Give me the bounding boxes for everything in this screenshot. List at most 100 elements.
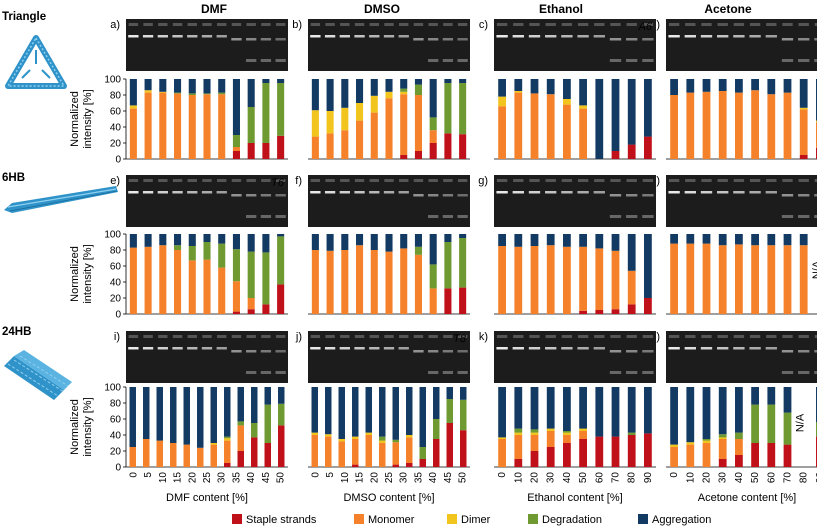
bar-segment-degradation — [237, 421, 244, 426]
gel-well — [668, 179, 680, 182]
gel-band — [626, 38, 638, 41]
bar-segment-monomer — [783, 245, 792, 314]
bar-segment-monomer — [718, 245, 727, 314]
bar-segment-monomer — [325, 436, 332, 467]
gel-background — [308, 19, 470, 71]
y-axis-label: Normalizedintensity [%] — [69, 89, 94, 148]
bar-segment-staple-strands — [530, 451, 539, 467]
gel-well — [275, 23, 286, 26]
bar-segment-aggregation — [579, 79, 587, 106]
gel-well — [626, 23, 637, 26]
gel-band — [765, 35, 777, 38]
gel-image-dmf — [126, 331, 288, 383]
bar-segment-monomer — [546, 431, 555, 447]
bar-segment-degradation — [278, 403, 285, 426]
x-tick-label: 40 — [428, 472, 439, 484]
gel-well — [782, 335, 793, 338]
gel-band-lower — [428, 371, 439, 374]
gel-image-ethanol — [494, 331, 656, 383]
x-tick-label: 45 — [261, 472, 272, 484]
bar-segment-aggregation — [783, 234, 792, 246]
x-tick-label: 80 — [799, 472, 810, 484]
gel-band-lower — [442, 371, 454, 374]
bar-segment-monomer — [718, 91, 727, 159]
bar-segment-monomer — [686, 92, 695, 159]
bar-segment-degradation — [400, 88, 408, 92]
bar-segment-dimer — [385, 91, 393, 99]
bar-segment-monomer — [783, 92, 792, 159]
bar-segment-staple-strands — [799, 155, 808, 159]
gel-background — [126, 331, 288, 383]
x-tick-label: 25 — [384, 472, 395, 484]
gel-band — [733, 191, 745, 194]
panel-letter: l) — [654, 331, 660, 343]
bar-segment-dimer — [563, 99, 571, 105]
gel-band — [201, 35, 213, 38]
bar-segment-degradation — [563, 431, 571, 433]
bar-segment-monomer — [326, 133, 334, 159]
bar-segment-staple-strands — [644, 136, 652, 159]
gel-band-lower — [642, 59, 654, 62]
bar-segment-aggregation — [718, 234, 727, 246]
y-tick-label: 40 — [110, 278, 122, 289]
gel-well — [545, 23, 556, 26]
gel-band — [561, 191, 573, 194]
col-title-dmf: DMF — [201, 2, 227, 16]
gel-band-lower — [814, 215, 817, 218]
gel-band-lower — [275, 215, 286, 218]
gel-band — [246, 350, 257, 353]
panel-letter: g) — [478, 175, 488, 187]
y-axis-label: Normalizedintensity [%] — [69, 397, 94, 456]
gel-well — [610, 23, 621, 26]
gel-well — [413, 23, 424, 26]
gel-band — [354, 347, 365, 350]
24hb-origami-image — [4, 350, 72, 400]
bar-segment-dimer — [144, 90, 152, 93]
x-tick-label: 30 — [546, 472, 557, 484]
gel-band — [717, 347, 729, 350]
bar-segment-monomer — [514, 92, 523, 159]
bar-segment-aggregation — [767, 234, 776, 246]
legend: Staple strands Monomer Dimer Degradation… — [232, 514, 711, 526]
chart-acetone-row0 — [666, 79, 817, 160]
bar-segment-aggregation — [611, 79, 620, 151]
bar-segment-aggregation — [365, 387, 372, 433]
gel-band — [733, 35, 745, 38]
bar-segment-monomer — [224, 440, 231, 463]
bar-segment-staple-strands — [406, 463, 413, 467]
bar-segment-aggregation — [341, 79, 349, 108]
gel-band-lower — [798, 59, 810, 62]
gel-band — [733, 347, 745, 350]
x-tick-label: 5 — [325, 472, 336, 478]
bar-segment-aggregation — [530, 79, 539, 94]
bar-segment-monomer — [392, 442, 399, 465]
bar-segment-aggregation — [203, 234, 211, 242]
gel-band — [717, 191, 729, 194]
na-label: N/A — [811, 260, 817, 279]
x-tick-label: 0 — [497, 472, 508, 478]
gel-band — [593, 35, 605, 38]
bar-segment-monomer — [174, 93, 182, 159]
bar-segment-monomer — [159, 245, 167, 314]
bar-segment-degradation — [444, 242, 452, 289]
gel-band — [398, 191, 409, 194]
x-tick-label: 10 — [340, 472, 351, 484]
bar-segment-aggregation — [686, 234, 695, 244]
bar-segment-monomer — [579, 108, 587, 159]
x-tick-label: 70 — [783, 472, 794, 484]
bar-segment-aggregation — [627, 387, 636, 433]
gel-well — [202, 335, 212, 338]
bar-segment-monomer — [751, 245, 759, 314]
y-tick-label: 80 — [110, 246, 122, 257]
bar-segment-monomer — [767, 245, 776, 314]
bar-segment-staple-strands — [247, 309, 255, 314]
bar-segment-monomer — [326, 250, 334, 314]
gel-band-lower — [626, 215, 638, 218]
gel-band — [668, 347, 680, 350]
bar-segment-dimer — [400, 91, 408, 95]
gel-band — [369, 347, 380, 350]
bar-segment-monomer — [232, 281, 240, 312]
bar-segment-staple-strands — [644, 433, 652, 467]
bar-segment-staple-strands — [444, 288, 452, 314]
bar-segment-staple-strands — [627, 435, 636, 467]
